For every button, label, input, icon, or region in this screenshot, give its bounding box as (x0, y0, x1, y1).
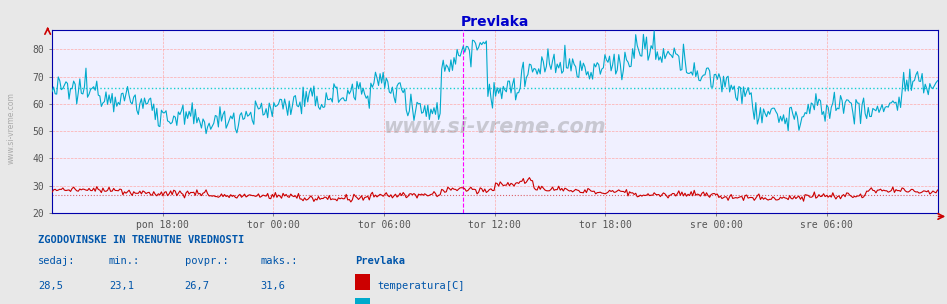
Text: maks.:: maks.: (260, 257, 298, 267)
Text: sedaj:: sedaj: (38, 257, 76, 267)
Text: 26,7: 26,7 (185, 281, 209, 291)
Text: temperatura[C]: temperatura[C] (378, 281, 465, 291)
Text: ZGODOVINSKE IN TRENUTNE VREDNOSTI: ZGODOVINSKE IN TRENUTNE VREDNOSTI (38, 235, 244, 245)
Text: min.:: min.: (109, 257, 140, 267)
Text: Prevlaka: Prevlaka (355, 257, 405, 267)
Text: www.si-vreme.com: www.si-vreme.com (384, 117, 606, 137)
Text: 31,6: 31,6 (260, 281, 285, 291)
Text: povpr.:: povpr.: (185, 257, 228, 267)
Text: 28,5: 28,5 (38, 281, 63, 291)
Text: www.si-vreme.com: www.si-vreme.com (7, 92, 16, 164)
Title: Prevlaka: Prevlaka (460, 15, 529, 29)
Text: 23,1: 23,1 (109, 281, 134, 291)
